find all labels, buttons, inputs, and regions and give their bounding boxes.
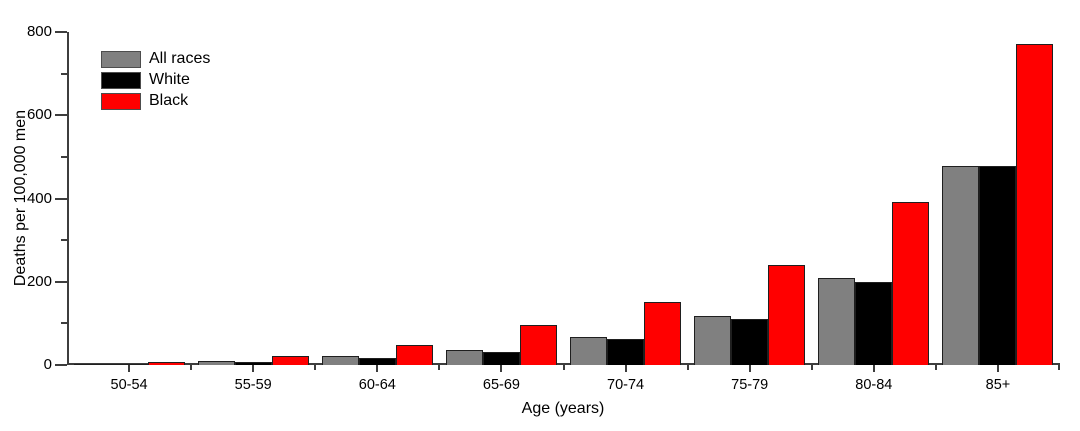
x-category-label: 80-84 <box>855 377 893 393</box>
bar-white <box>731 319 768 365</box>
x-category-label: 55-59 <box>234 377 272 393</box>
legend-label: White <box>149 71 190 88</box>
bar-black <box>644 302 681 365</box>
x-major-tick <box>748 365 751 372</box>
bar-black <box>768 265 805 365</box>
x-minor-tick <box>562 365 565 370</box>
y-minor-tick <box>61 322 67 325</box>
bar-white <box>235 362 272 365</box>
bar-all-races <box>446 350 483 365</box>
bar-white <box>359 358 396 365</box>
bar-all-races <box>694 316 731 365</box>
x-major-tick <box>128 365 131 372</box>
x-category-label: 75-79 <box>731 377 769 393</box>
plot-area <box>67 32 1060 365</box>
x-major-tick <box>500 365 503 372</box>
legend-label: Black <box>149 92 189 109</box>
x-major-tick <box>872 365 875 372</box>
bar-white <box>855 282 892 365</box>
x-minor-tick <box>190 365 193 370</box>
x-major-tick <box>376 365 379 372</box>
legend-swatch-black <box>101 92 141 110</box>
x-category-label: 60-64 <box>358 377 396 393</box>
y-tick-label: 800 <box>26 23 52 40</box>
x-category-label: 65-69 <box>482 377 520 393</box>
y-major-tick <box>55 114 67 117</box>
bar-white <box>483 352 520 365</box>
x-minor-tick <box>438 365 441 370</box>
x-major-tick <box>252 365 255 372</box>
legend-swatch-all-races <box>101 50 141 68</box>
y-tick-label: 600 <box>26 106 52 124</box>
x-minor-tick <box>686 365 689 370</box>
y-major-tick <box>55 364 67 366</box>
bar-white <box>607 339 644 365</box>
bar-black <box>892 202 929 365</box>
y-minor-tick <box>61 239 67 242</box>
legend-item: Black <box>101 92 210 110</box>
x-major-tick <box>996 365 999 372</box>
y-minor-tick <box>61 72 67 75</box>
bar-all-races <box>322 356 359 365</box>
x-category-label: 85+ <box>985 377 1011 393</box>
x-category-label: 70-74 <box>607 377 645 393</box>
bar-all-races <box>570 337 607 365</box>
legend-item: All races <box>101 50 210 68</box>
bar-black <box>1016 44 1053 365</box>
bar-black <box>148 362 185 365</box>
legend-swatch-white <box>101 71 141 89</box>
bar-all-races <box>818 278 855 365</box>
x-minor-tick <box>934 365 937 370</box>
bar-black <box>272 356 309 365</box>
bar-all-races <box>942 166 979 365</box>
bar-black <box>520 325 557 365</box>
x-minor-tick <box>1058 365 1060 370</box>
legend-label: All races <box>149 50 211 67</box>
bar-all-races <box>74 364 111 365</box>
bar-all-races <box>198 361 235 365</box>
x-axis-title: Age (years) <box>521 400 605 417</box>
bar-black <box>396 345 433 365</box>
y-tick-label: 400 <box>26 189 52 207</box>
x-minor-tick <box>810 365 813 370</box>
x-major-tick <box>624 365 627 372</box>
x-category-label: 50-54 <box>110 377 148 393</box>
y-major-tick <box>55 280 67 283</box>
bar-white <box>111 364 148 365</box>
y-major-tick <box>55 197 67 200</box>
bar-white <box>979 166 1016 365</box>
y-major-tick <box>55 31 67 33</box>
y-tick-label: 0 <box>43 356 52 373</box>
x-minor-tick <box>314 365 317 370</box>
legend: All races White Black <box>101 50 210 110</box>
y-tick-label: 200 <box>26 272 52 290</box>
legend-item: White <box>101 71 210 89</box>
y-minor-tick <box>61 155 67 158</box>
